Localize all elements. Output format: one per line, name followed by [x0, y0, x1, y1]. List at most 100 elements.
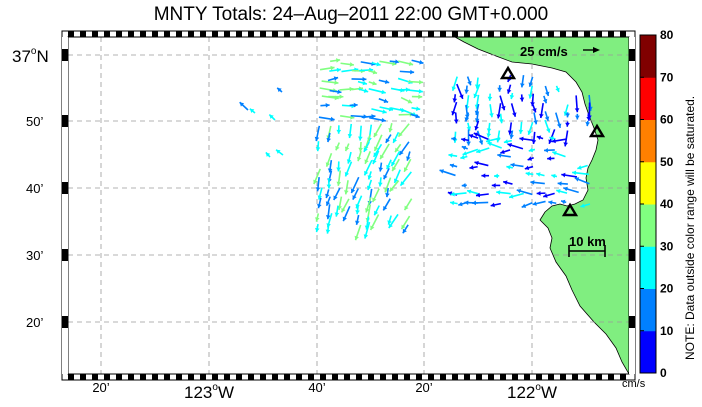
current-vector-head [528, 147, 534, 153]
current-vector-head [364, 159, 369, 164]
current-vector-head [373, 152, 378, 157]
current-vector-head [385, 193, 390, 198]
current-vector-head [461, 182, 466, 188]
current-vector-head [474, 160, 479, 166]
reference-vector-label: 25 cm/s [520, 44, 568, 59]
current-vector-head [336, 129, 342, 134]
current-vector-head [528, 94, 533, 99]
current-vector-head [486, 138, 491, 143]
current-vector-head [395, 59, 400, 64]
current-vector-head [313, 179, 318, 185]
colorbar-units: cm/s [622, 378, 646, 390]
current-vector-head [478, 140, 484, 145]
colorbar-segment [640, 204, 656, 247]
current-vector-head [341, 207, 346, 213]
lat-label-50: 50’ [26, 114, 43, 129]
current-vector-head [362, 80, 367, 86]
current-vector-head [355, 220, 360, 225]
current-vector-head [539, 113, 544, 118]
current-vector-head [527, 130, 532, 135]
current-vector-head [325, 103, 330, 108]
current-vector-head [518, 129, 524, 134]
current-vector-head [388, 127, 393, 133]
current-vector-head [326, 184, 332, 189]
current-vector-head [450, 191, 455, 197]
current-vector-head [353, 102, 358, 108]
current-vector-head [549, 136, 554, 141]
current-vector-head [574, 177, 580, 182]
current-vector-head [473, 132, 479, 137]
current-vector-head [439, 169, 444, 174]
current-vector-head [453, 119, 459, 124]
current-vector-head [586, 116, 591, 121]
current-vector-head [330, 116, 335, 122]
current-vector-head [551, 138, 556, 144]
current-vector-head [451, 86, 457, 91]
current-vector-head [336, 67, 341, 73]
colorbar-tick-label: 70 [660, 70, 674, 84]
current-vector-head [317, 195, 323, 200]
current-vector-head [506, 165, 511, 170]
lat-label-40: 40’ [26, 181, 43, 196]
map-title: MNTY Totals: 24–Aug–2011 22:00 GMT+0.000 [153, 4, 549, 25]
current-vector-head [391, 161, 396, 167]
lon-label-40: 40’ [308, 380, 325, 395]
current-vector-head [402, 228, 407, 234]
current-vector-head [501, 105, 506, 111]
ocean-area [68, 37, 629, 374]
current-vector-head [464, 117, 470, 122]
current-vector-head [350, 188, 356, 194]
current-vector-head [349, 62, 354, 67]
current-vector-head [335, 145, 340, 151]
current-vector-head [358, 136, 363, 141]
current-vectors [239, 58, 593, 241]
current-vector-head [557, 181, 562, 186]
current-vector-head [466, 141, 471, 146]
current-vector-head [450, 200, 455, 206]
current-vector-head [489, 113, 494, 118]
current-vector-head [536, 191, 541, 196]
current-vector-head [384, 187, 389, 193]
current-vector-head [352, 195, 357, 200]
current-vector-head [410, 69, 415, 75]
current-vector-head [346, 159, 352, 164]
current-vector-head [585, 122, 590, 127]
colorbar: 0 10 20 30 40 50 60 70 80 [639, 28, 674, 380]
current-vector-head [269, 114, 274, 119]
reference-vector-arrow [583, 47, 600, 53]
current-vector-head [533, 120, 538, 125]
current-vector-head [561, 199, 566, 205]
current-vector-head [451, 136, 456, 142]
current-vector-head [393, 178, 399, 183]
colorbar-segment [640, 330, 656, 374]
current-vector-head [490, 202, 495, 208]
current-vector-head [406, 156, 411, 161]
current-vector-head [325, 229, 331, 234]
current-vector-head [575, 115, 580, 120]
current-vector-head [400, 181, 405, 186]
current-vector-head [507, 142, 512, 148]
colorbar-tick-label: 20 [660, 282, 674, 296]
current-vector-head [460, 155, 465, 160]
current-vector-head [249, 108, 255, 113]
current-vector-head [565, 122, 570, 127]
current-vector-head [395, 147, 400, 153]
current-vector-head [474, 110, 480, 115]
current-vector-head [315, 147, 321, 152]
colorbar-tick-label: 40 [660, 197, 674, 211]
current-vector-head [520, 83, 525, 88]
current-vector-head [530, 180, 535, 185]
current-vector-head [461, 137, 466, 143]
current-vector-head [563, 142, 568, 147]
current-vector-head [464, 200, 469, 205]
current-vector-head [388, 106, 394, 112]
colorbar-segment [640, 288, 656, 332]
current-vector-head [462, 151, 468, 156]
current-vector-head [366, 185, 372, 191]
current-vector-head [374, 210, 379, 216]
current-vector-head [452, 98, 458, 103]
current-vector-head [372, 81, 377, 86]
current-vector-head [469, 165, 474, 170]
current-vector-head [325, 162, 331, 167]
scale-bar-label: 10 km [569, 234, 606, 249]
